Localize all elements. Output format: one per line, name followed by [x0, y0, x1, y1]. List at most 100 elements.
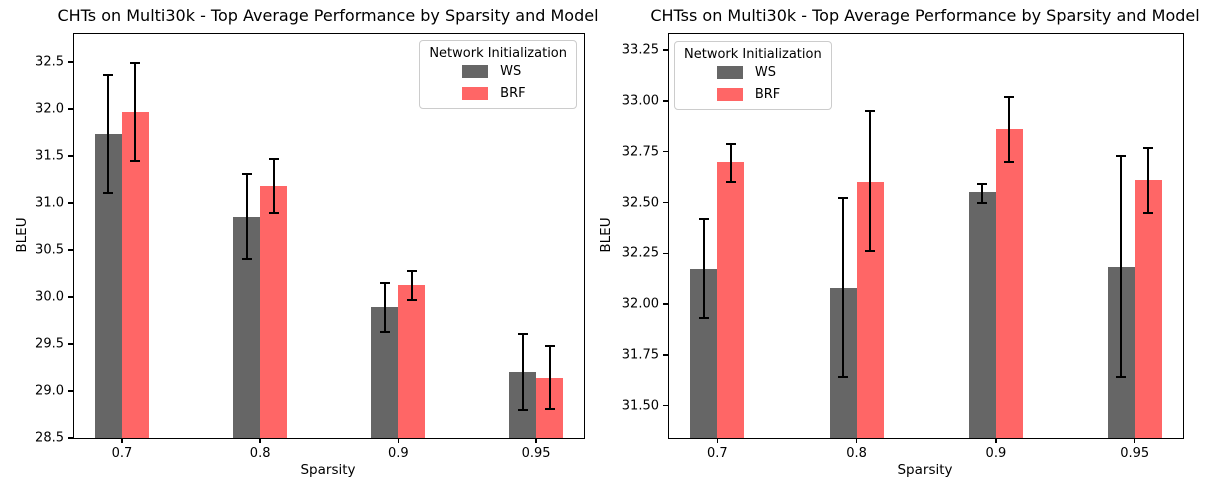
bar-ws-0.95	[1107, 267, 1135, 438]
error-bar-cap-bottom	[1004, 160, 1015, 163]
chart-title: CHTs on Multi30k - Top Average Performan…	[57, 6, 599, 25]
legend-swatch-brf	[462, 87, 489, 100]
x-tick-label: 0.8	[846, 446, 867, 461]
y-tick-label: 30.0	[35, 289, 64, 305]
x-tick-label: 0.8	[249, 446, 271, 461]
y-tick-label: 33.25	[621, 42, 659, 58]
error-bar	[245, 173, 248, 260]
error-bar-cap-top	[379, 281, 390, 284]
error-bar-cap-top	[698, 217, 709, 220]
error-bar	[869, 111, 872, 252]
x-tick-label: 0.9	[388, 446, 409, 461]
error-bar-cap-bottom	[241, 258, 252, 261]
error-bar-cap-top	[241, 172, 252, 175]
legend-swatch-brf	[716, 88, 743, 101]
y-tick-label: 32.50	[621, 195, 659, 210]
x-tick-label: 0.7	[706, 446, 728, 461]
error-bar	[981, 184, 984, 203]
y-tick-mark	[662, 201, 668, 204]
y-tick-mark	[67, 249, 73, 251]
y-tick-label: 29.0	[35, 383, 64, 399]
error-bar-cap-bottom	[865, 250, 876, 253]
bar-brf-0.95	[536, 377, 564, 438]
bar-ws-0.9	[371, 307, 399, 438]
x-tick-label: 0.7	[111, 446, 133, 461]
y-tick-mark	[67, 343, 73, 345]
y-tick-mark	[662, 150, 668, 153]
bar-brf-0.7	[121, 111, 149, 438]
error-bar-cap-top	[838, 197, 849, 200]
error-bar-cap-top	[1143, 146, 1154, 149]
error-bar	[1120, 155, 1123, 378]
error-bar	[521, 333, 524, 410]
error-bar	[272, 158, 275, 213]
x-tick-mark	[995, 438, 997, 443]
error-bar-cap-bottom	[406, 298, 417, 301]
y-axis-label: BLEU	[14, 217, 30, 253]
bar-brf-0.8	[856, 182, 884, 438]
y-tick-mark	[67, 155, 73, 157]
y-tick-mark	[662, 404, 668, 407]
legend-label-ws: WS	[500, 64, 522, 79]
error-bar-cap-top	[1116, 154, 1127, 157]
error-bar-cap-top	[268, 157, 279, 160]
bar-ws-0.8	[233, 217, 261, 438]
x-tick-mark	[121, 438, 123, 443]
error-bar	[729, 143, 732, 183]
error-bar-cap-bottom	[268, 211, 279, 214]
y-tick-label: 29.5	[35, 336, 64, 352]
y-tick-mark	[67, 390, 73, 392]
legend-entry-brf: BRF	[462, 86, 534, 101]
error-bar	[1147, 147, 1150, 213]
y-tick-label: 32.75	[621, 144, 659, 160]
error-bar	[134, 63, 137, 161]
x-tick-mark	[535, 438, 537, 443]
legend-entry-ws: WS	[716, 65, 789, 80]
legend-label-ws: WS	[754, 65, 776, 80]
x-tick-mark	[855, 438, 858, 443]
error-bar-cap-top	[130, 62, 141, 65]
error-bar-cap-bottom	[977, 201, 988, 204]
legend-swatch-ws	[716, 66, 743, 79]
error-bar-cap-top	[725, 142, 736, 145]
error-bar-cap-bottom	[698, 317, 709, 320]
legend-title: Network Initialization	[429, 46, 567, 61]
error-bar-cap-bottom	[1143, 211, 1154, 214]
error-bar-cap-top	[406, 269, 417, 272]
y-tick-mark	[662, 252, 668, 254]
y-tick-mark	[67, 61, 73, 63]
y-tick-label: 33.00	[621, 93, 659, 109]
x-tick-label: 0.9	[985, 446, 1007, 461]
legend-entry-brf: BRF	[716, 87, 789, 102]
y-tick-mark	[67, 202, 73, 204]
error-bar-cap-bottom	[130, 159, 141, 162]
y-tick-mark	[662, 354, 668, 356]
legend-title: Network Initialization	[684, 47, 822, 62]
y-tick-label: 32.0	[35, 101, 64, 117]
bar-brf-0.95	[1134, 180, 1162, 438]
error-bar	[842, 198, 845, 378]
error-bar	[383, 282, 386, 332]
y-tick-label: 31.5	[35, 148, 64, 164]
y-tick-mark	[662, 100, 668, 102]
bar-brf-0.8	[260, 186, 288, 438]
error-bar-cap-bottom	[103, 191, 114, 194]
error-bar	[548, 345, 551, 409]
plot-area: Network Initialization WS BRF 32.5 32.0 31…	[35, 33, 585, 461]
legend-label-brf: BRF	[754, 87, 781, 102]
legend-label-brf: BRF	[500, 86, 526, 101]
x-tick-mark	[716, 438, 719, 443]
y-tick-mark	[662, 303, 668, 305]
legend: Network Initialization WS BRF	[674, 41, 832, 110]
bar-ws-0.95	[509, 372, 537, 438]
error-bar	[702, 218, 705, 319]
x-tick-mark	[259, 438, 261, 443]
y-tick-label: 31.0	[35, 195, 64, 211]
bar-brf-0.9	[398, 284, 426, 438]
error-bar	[1008, 96, 1011, 162]
error-bar-cap-top	[103, 74, 114, 77]
error-bar	[410, 270, 413, 300]
x-tick-mark	[1133, 438, 1136, 443]
